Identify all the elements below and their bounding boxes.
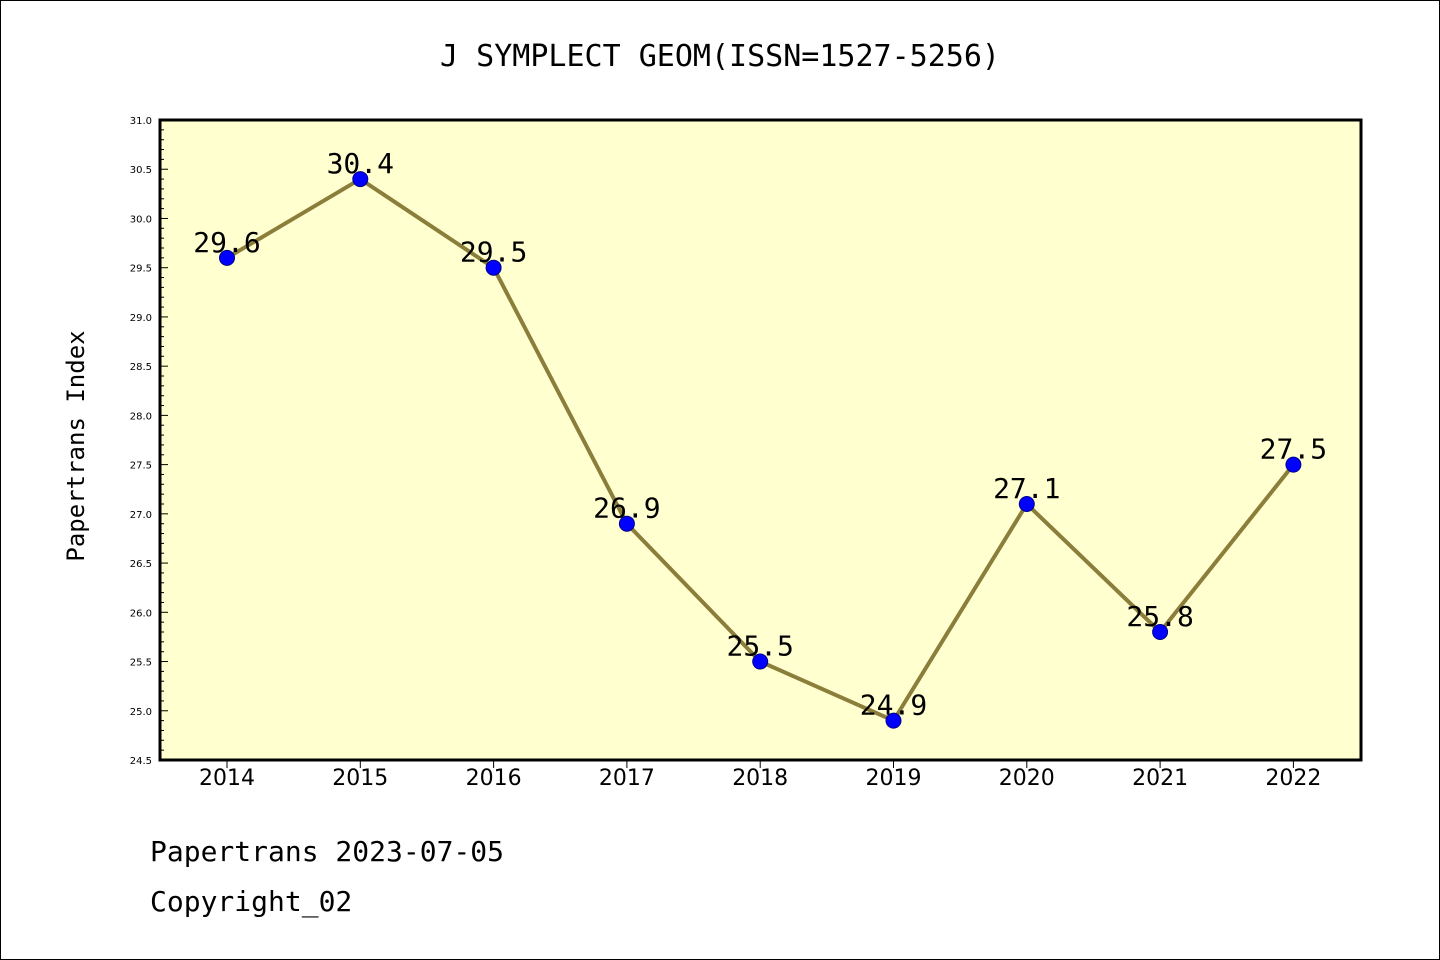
data-label: 25.8 (1126, 600, 1193, 633)
y-axis: 24.5 25.0 25.5 26.0 26.5 27.0 27.5 28.0 28.5 29.0… (130, 116, 168, 767)
y-tick-label: 26.0 (130, 608, 152, 619)
x-tick-label: 2022 (1265, 766, 1321, 791)
data-label: 29.6 (193, 226, 260, 259)
y-tick-label: 28.0 (130, 411, 152, 422)
y-tick-label: 28.5 (130, 362, 152, 373)
data-point (352, 171, 369, 188)
y-tick-label: 25.5 (130, 658, 152, 669)
y-axis-label: Papertrans Index (62, 330, 90, 561)
x-tick-label: 2019 (866, 766, 922, 791)
x-tick-label: 2020 (999, 766, 1055, 791)
chart-title: J SYMPLECT GEOM(ISSN=1527-5256) (440, 39, 1000, 74)
x-tick-label: 2016 (466, 766, 522, 791)
data-point (885, 712, 902, 729)
x-tick-label: 2014 (199, 766, 255, 791)
data-point (1285, 456, 1302, 473)
data-point (219, 249, 235, 266)
data-label: 24.9 (860, 689, 927, 722)
x-tick-label: 2015 (332, 766, 388, 791)
data-point (485, 259, 502, 276)
data-label: 26.9 (593, 492, 660, 525)
data-point (1018, 496, 1035, 512)
y-tick-label: 30.5 (130, 165, 152, 176)
y-tick-label: 25.0 (130, 707, 152, 718)
data-point (618, 515, 635, 532)
data-label: 25.5 (726, 630, 793, 663)
y-tick-label: 31.0 (130, 116, 152, 127)
x-tick-label: 2017 (599, 766, 655, 791)
footer-copyright: Copyright_02 (150, 885, 353, 918)
data-point (1152, 624, 1169, 640)
y-tick-label: 29.0 (130, 313, 152, 324)
data-label: 27.1 (993, 472, 1060, 505)
footer-date: Papertrans 2023-07-05 (150, 835, 505, 868)
data-point (752, 653, 769, 670)
data-label: 29.5 (460, 236, 527, 269)
y-tick-label: 30.0 (130, 214, 152, 225)
series: 29.6 30.4 29.5 26.9 25.5 24.9 27.1 25.8 27.5 (193, 147, 1327, 729)
x-axis: 2014 2015 2016 2017 2018 2019 2020 2021 2022 (199, 760, 1321, 791)
y-tick-label: 27.5 (130, 461, 152, 472)
y-tick-label: 26.5 (130, 559, 152, 570)
plot-area (158, 118, 1363, 762)
data-label: 30.4 (327, 147, 394, 180)
data-label: 27.5 (1260, 433, 1327, 466)
x-tick-label: 2021 (1132, 766, 1188, 791)
y-tick-label: 29.5 (130, 264, 152, 275)
y-tick-label: 27.0 (130, 510, 152, 521)
x-tick-label: 2018 (732, 766, 788, 791)
y-tick-label: 24.5 (130, 756, 152, 767)
